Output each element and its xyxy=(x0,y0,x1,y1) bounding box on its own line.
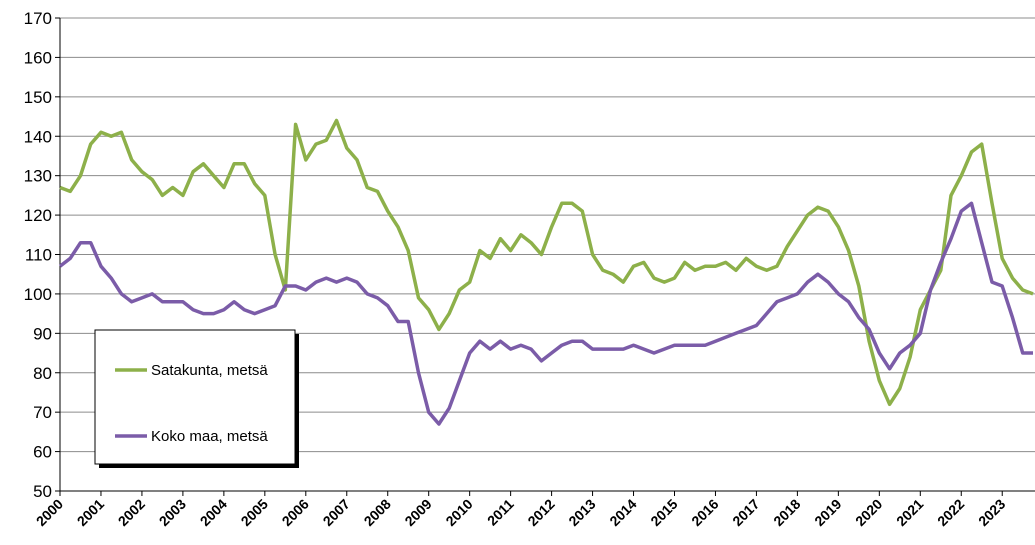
legend-label: Satakunta, metsä xyxy=(151,362,268,379)
y-tick-label: 70 xyxy=(33,403,52,422)
x-tick-label: 2018 xyxy=(770,496,803,529)
x-tick-label: 2020 xyxy=(852,496,885,529)
y-tick-label: 130 xyxy=(24,167,52,186)
x-tick-label: 2009 xyxy=(401,496,434,529)
y-tick-label: 60 xyxy=(33,443,52,462)
x-tick-label: 2008 xyxy=(361,496,394,529)
x-tick-label: 2001 xyxy=(74,496,107,529)
x-tick-label: 2010 xyxy=(442,496,475,529)
y-tick-label: 160 xyxy=(24,48,52,67)
y-tick-label: 110 xyxy=(25,246,52,265)
series-line xyxy=(58,201,1033,426)
y-tick-label: 80 xyxy=(33,364,52,383)
x-tick-label: 2003 xyxy=(156,496,189,529)
x-tick-label: 2006 xyxy=(279,496,312,529)
x-tick-label: 2002 xyxy=(115,496,148,529)
x-tick-label: 2016 xyxy=(688,496,721,529)
y-tick-label: 90 xyxy=(33,324,52,343)
x-tick-label: 2017 xyxy=(729,496,762,529)
y-tick-label: 140 xyxy=(24,127,52,146)
y-tick-label: 170 xyxy=(24,9,52,28)
x-tick-label: 2021 xyxy=(893,496,926,529)
x-tick-label: 2022 xyxy=(934,496,967,529)
x-tick-label: 2013 xyxy=(565,496,598,529)
y-tick-label: 100 xyxy=(24,285,52,304)
x-tick-label: 2012 xyxy=(524,496,557,529)
x-tick-label: 2004 xyxy=(197,496,230,529)
x-tick-label: 2023 xyxy=(975,496,1008,529)
x-tick-label: 2011 xyxy=(484,496,517,529)
y-tick-label: 150 xyxy=(24,88,52,107)
x-tick-label: 2019 xyxy=(811,496,844,529)
x-tick-label: 2014 xyxy=(606,496,639,529)
legend xyxy=(94,329,296,465)
x-tick-label: 2005 xyxy=(238,496,271,529)
x-tick-label: 2007 xyxy=(320,496,353,529)
y-tick-label: 120 xyxy=(24,206,52,225)
x-tick-label: 2015 xyxy=(647,496,680,529)
series-line xyxy=(59,118,1034,407)
legend-label: Koko maa, metsä xyxy=(151,428,268,445)
y-tick-label: 50 xyxy=(33,482,52,501)
